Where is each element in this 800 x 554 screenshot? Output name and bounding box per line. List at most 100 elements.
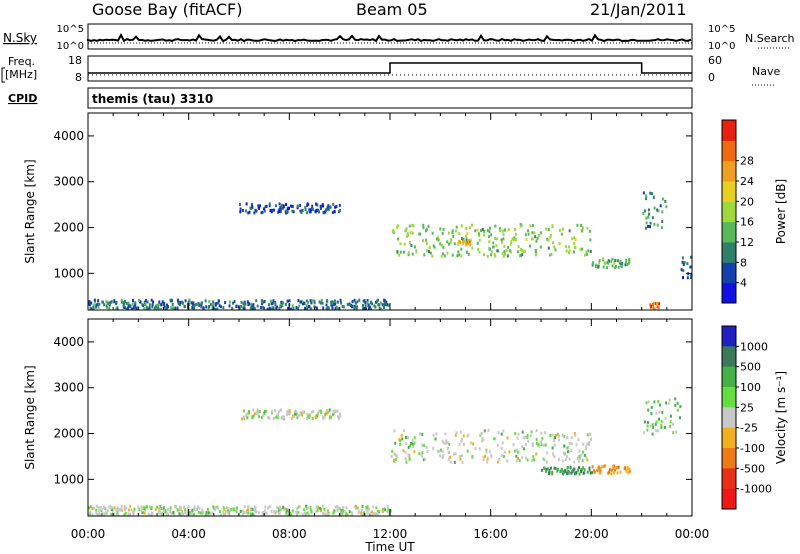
velocity-echo-cell xyxy=(646,428,649,432)
power-echo-cell xyxy=(92,307,95,310)
velocity-echo-cell xyxy=(292,415,295,419)
power-echo-cell xyxy=(529,224,532,228)
power-echo-cell xyxy=(170,306,173,310)
power-echo-cell xyxy=(499,227,501,231)
velocity-echo-cell xyxy=(319,509,322,513)
power-echo-cell xyxy=(447,231,450,235)
power-echo-cell xyxy=(466,250,468,254)
velocity-echo-cell xyxy=(582,471,585,475)
velocity-echo-cell xyxy=(521,456,524,460)
velocity-echo-cell xyxy=(578,454,581,458)
velocity-colorbar-swatch xyxy=(722,407,736,429)
velocity-echo-cell xyxy=(530,430,533,434)
velocity-echo-cell xyxy=(399,439,402,443)
velocity-echo-cell xyxy=(97,509,100,513)
velocity-echo-cell xyxy=(310,510,313,514)
power-echo-cell xyxy=(682,269,685,273)
power-echo-cell xyxy=(509,242,512,246)
velocity-echo-cell xyxy=(267,415,270,419)
power-echo-cell xyxy=(131,302,134,306)
velocity-echo-cell xyxy=(246,511,249,515)
power-echo-cell xyxy=(274,303,277,307)
velocity-echo-cell xyxy=(360,511,363,515)
power-echo-cell xyxy=(311,299,314,303)
velocity-echo-cell xyxy=(679,416,681,420)
velocity-echo-cell xyxy=(564,458,567,461)
velocity-echo-cell xyxy=(168,509,171,513)
power-echo-cell xyxy=(300,211,303,215)
velocity-echo-cell xyxy=(211,511,214,515)
power-echo-cell xyxy=(164,306,167,310)
power-echo-cell xyxy=(362,307,365,310)
power-echo-cell xyxy=(476,228,479,232)
power-echo-cell xyxy=(314,209,317,213)
power-echo-cell xyxy=(521,253,524,257)
velocity-echo-cell xyxy=(120,505,123,508)
power-echo-cell xyxy=(661,210,664,214)
velocity-echo-cell xyxy=(212,505,215,509)
power-echo-cell xyxy=(589,238,592,242)
power-echo-cell xyxy=(483,253,485,257)
velocity-echo-cell xyxy=(508,450,511,454)
power-echo-cell xyxy=(598,261,601,265)
power-echo-cell xyxy=(431,254,434,258)
velocity-echo-cell xyxy=(573,460,576,464)
power-echo-cell xyxy=(515,232,518,236)
power-echo-cell xyxy=(310,301,313,305)
velocity-echo-cell xyxy=(675,430,678,434)
velocity-echo-cell xyxy=(540,431,543,435)
velocity-echo-cell xyxy=(570,471,573,475)
velocity-echo-cell xyxy=(502,429,505,433)
velocity-echo-cell xyxy=(345,506,348,510)
power-echo-cell xyxy=(306,211,309,215)
velocity-echo-cell xyxy=(658,410,661,414)
power-echo-cell xyxy=(621,262,624,265)
velocity-echo-cell xyxy=(548,470,551,474)
power-echo-cell xyxy=(320,298,323,302)
power-echo-cell xyxy=(248,302,251,306)
velocity-colorbar-frame xyxy=(721,325,737,510)
velocity-echo-cell xyxy=(412,445,415,449)
velocity-echo-cell xyxy=(226,506,228,510)
power-echo-cell xyxy=(264,205,267,208)
power-echo-cell xyxy=(478,250,481,254)
power-echo-cell xyxy=(324,210,327,214)
power-echo-cell xyxy=(105,300,108,304)
velocity-echo-cell xyxy=(115,508,117,512)
power-echo-cell xyxy=(187,305,189,309)
power-echo-cell xyxy=(263,207,266,211)
velocity-echo-cell xyxy=(535,452,538,456)
power-echo-cell xyxy=(628,258,631,262)
velocity-echo-cell xyxy=(573,467,576,471)
velocity-echo-cell xyxy=(316,411,319,415)
velocity-echo-cell xyxy=(198,506,201,510)
power-echo-cell xyxy=(365,307,367,310)
freq-left-tick-bottom: 8 xyxy=(75,71,82,84)
velocity-echo-cell xyxy=(277,410,280,414)
power-echo-cell xyxy=(113,300,116,304)
power-echo-cell xyxy=(337,307,340,310)
velocity-echo-cell xyxy=(252,408,255,412)
velocity-echo-cell xyxy=(274,409,276,413)
velocity-echo-cell xyxy=(310,410,313,414)
power-echo-cell xyxy=(122,303,125,307)
power-echo-cell xyxy=(471,223,473,227)
velocity-echo-cell xyxy=(614,468,616,472)
velocity-echo-cell xyxy=(261,415,263,419)
power-echo-cell xyxy=(531,237,534,241)
velocity-echo-cell xyxy=(454,433,457,437)
power-echo-cell xyxy=(298,304,301,308)
velocity-echo-cell xyxy=(245,511,248,515)
power-echo-cell xyxy=(216,307,219,310)
velocity-echo-cell xyxy=(526,434,529,438)
velocity-echo-cell xyxy=(657,429,660,433)
power-echo-cell xyxy=(494,237,497,240)
power-echo-cell xyxy=(652,306,655,310)
power-echo-cell xyxy=(502,254,505,258)
power-echo-cell xyxy=(642,191,645,195)
power-echo-cell xyxy=(652,195,655,199)
velocity-echo-cell xyxy=(571,470,574,473)
power-echo-cell xyxy=(378,306,381,310)
velocity-echo-cell xyxy=(587,443,590,447)
